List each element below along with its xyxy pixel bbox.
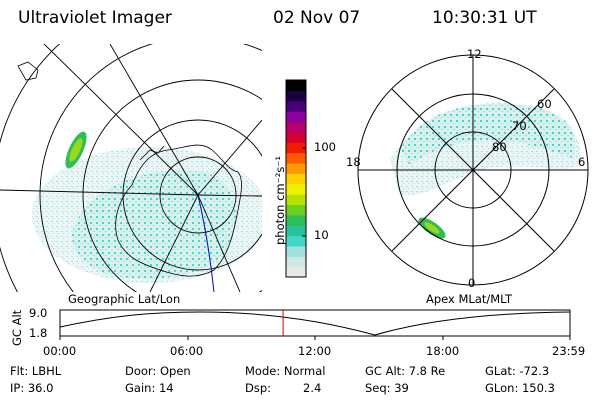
altitude-ytick-min: 1.8 xyxy=(29,326,48,340)
info-door: Door: Open xyxy=(125,364,191,378)
colorbar-swatch xyxy=(286,142,306,154)
info-gain: Gain: 14 xyxy=(125,381,174,395)
instrument-title: Ultraviolet Imager xyxy=(18,8,172,28)
colorbar-swatch xyxy=(286,80,306,91)
colorbar-swatch xyxy=(286,100,306,112)
info-dsp-label: Dsp: xyxy=(245,381,272,395)
altitude-xtick-2359: 23:59 xyxy=(552,344,586,358)
mlt-label-6: 6 xyxy=(578,155,586,169)
altitude-plot-frame xyxy=(59,309,571,337)
lat-label-70: 70 xyxy=(512,119,527,133)
colorbar-tick-100: 100 xyxy=(314,140,336,154)
colorbar-swatch xyxy=(286,204,306,216)
lat-label-80: 80 xyxy=(492,140,507,154)
info-seq: Seq: 39 xyxy=(365,381,409,395)
observation-time: 10:30:31 UT xyxy=(432,8,537,28)
colorbar-swatch xyxy=(286,214,306,226)
polar-auroral-oval xyxy=(400,103,576,165)
colorbar-swatch xyxy=(286,225,306,237)
info-ip: IP: 36.0 xyxy=(10,381,54,395)
colorbar-swatch xyxy=(286,111,306,123)
altitude-xtick-0000: 00:00 xyxy=(43,344,77,358)
info-glon: GLon: 150.3 xyxy=(485,381,555,395)
colorbar-swatch xyxy=(286,131,306,143)
altitude-xtick-1200: 12:00 xyxy=(298,344,332,358)
colorbar-unit-label: photon cm⁻²s⁻¹ xyxy=(273,156,287,245)
info-gc-alt: GC Alt: 7.8 Re xyxy=(365,364,446,378)
colorbar-swatch xyxy=(286,183,306,195)
mlt-label-18: 18 xyxy=(346,155,361,169)
colorbar-swatch xyxy=(286,256,306,268)
colorbar-swatch xyxy=(286,266,306,278)
info-dsp-value: 2.4 xyxy=(303,381,322,395)
colorbar-frame xyxy=(285,79,307,278)
info-mode: Mode: Normal xyxy=(245,364,326,378)
colorbar-swatch xyxy=(286,121,306,133)
altitude-xtick-0600: 06:00 xyxy=(170,344,204,358)
colorbar-swatch xyxy=(286,194,306,206)
colorbar-tick-10: 10 xyxy=(314,228,329,242)
altitude-plot xyxy=(59,309,571,340)
info-glat: GLat: -72.3 xyxy=(485,364,550,378)
colorbar-swatch xyxy=(286,173,306,185)
altitude-ylabel: GC Alt xyxy=(10,309,24,346)
geo-caption: Geographic Lat/Lon xyxy=(68,292,181,306)
colorbar-swatch xyxy=(286,162,306,174)
geo-auroral-oval xyxy=(72,170,236,279)
lat-label-60: 60 xyxy=(537,97,552,111)
altitude-xtick-1800: 18:00 xyxy=(426,344,460,358)
colorbar-swatch xyxy=(286,90,306,102)
geographic-map xyxy=(0,44,262,292)
info-filter: Flt: LBHL xyxy=(10,364,62,378)
colorbar-swatch xyxy=(286,235,306,247)
observation-date: 02 Nov 07 xyxy=(273,8,361,28)
geo-satellite-track xyxy=(197,194,215,292)
polar-plot xyxy=(357,54,589,286)
geo-coastline xyxy=(115,144,242,277)
mlt-label-12: 12 xyxy=(467,47,482,61)
altitude-curve xyxy=(59,311,571,336)
colorbar xyxy=(285,79,307,278)
colorbar-swatch xyxy=(286,245,306,257)
polar-caption: Apex MLat/MLT xyxy=(426,292,513,306)
colorbar-swatch xyxy=(286,152,306,164)
mlt-label-0: 0 xyxy=(468,276,476,290)
altitude-ytick-max: 9.0 xyxy=(29,306,48,320)
